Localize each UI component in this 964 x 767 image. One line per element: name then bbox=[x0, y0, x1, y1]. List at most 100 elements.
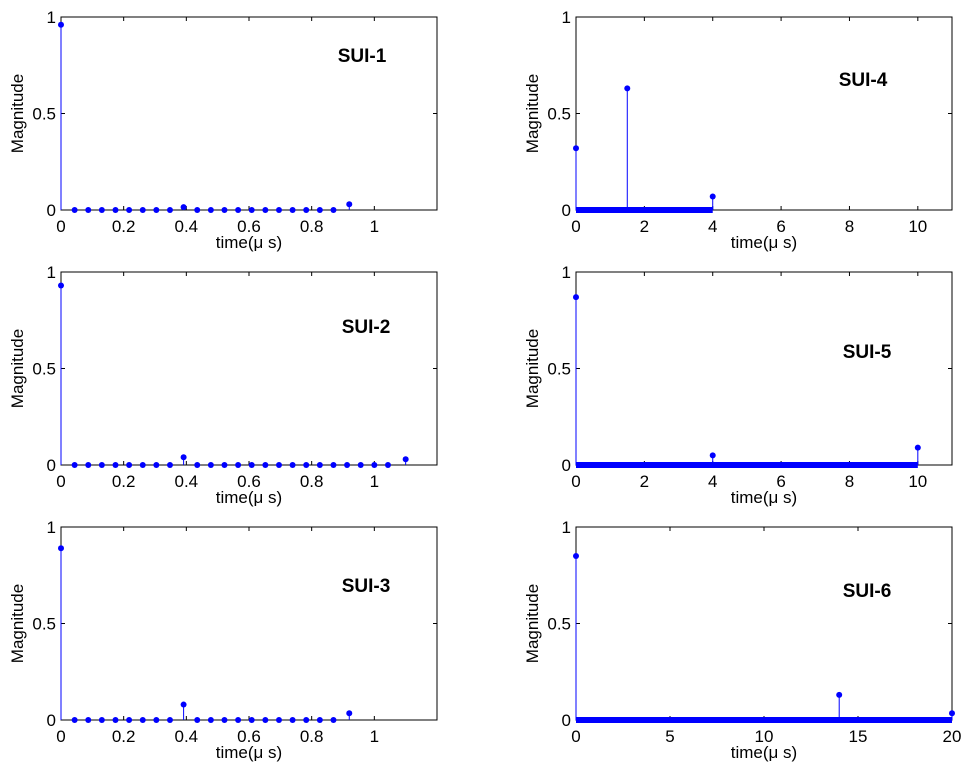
y-tick-label: 1 bbox=[562, 8, 571, 27]
stem-marker bbox=[289, 462, 296, 468]
stem-marker bbox=[275, 717, 282, 723]
x-axis-label: time(μ s) bbox=[731, 743, 797, 762]
stem-marker bbox=[346, 201, 353, 208]
stem-marker bbox=[344, 462, 351, 468]
stem-marker bbox=[262, 717, 269, 723]
stem-marker bbox=[71, 462, 78, 468]
stem-marker bbox=[573, 552, 579, 559]
stem-marker bbox=[709, 193, 716, 200]
x-axis-label: time(μ s) bbox=[216, 233, 282, 252]
stem-marker bbox=[303, 717, 310, 723]
x-tick-label: 10 bbox=[908, 472, 927, 491]
y-tick-label: 0 bbox=[47, 711, 56, 730]
axes-box bbox=[575, 16, 953, 211]
stem-marker bbox=[357, 462, 364, 468]
stem-marker bbox=[166, 717, 173, 723]
y-tick-label: 0 bbox=[562, 456, 571, 475]
x-tick-label: 0.4 bbox=[175, 217, 199, 236]
y-tick-label: 0 bbox=[562, 711, 571, 730]
stem-marker bbox=[303, 207, 310, 213]
x-tick-label: 0.8 bbox=[300, 472, 324, 491]
y-tick-label: 0 bbox=[47, 456, 56, 475]
panel-sui-1: 0 0.2 0.4 0.6 0.8 1 0 0.5 1 time(μ s) Magnitude SUI… bbox=[8, 8, 438, 252]
stem-marker bbox=[139, 717, 146, 723]
y-axis-label: Magnitude bbox=[8, 329, 27, 408]
x-tick-label: 0.8 bbox=[300, 727, 324, 746]
y-tick-label: 0.5 bbox=[32, 360, 56, 379]
x-tick-label: 6 bbox=[776, 472, 785, 491]
stem-marker bbox=[126, 207, 133, 213]
x-tick-label: 0 bbox=[571, 727, 580, 746]
stem-marker bbox=[180, 204, 187, 211]
y-tick-label: 0 bbox=[562, 201, 571, 220]
x-tick-label: 0.2 bbox=[112, 472, 136, 491]
panel-title: SUI-3 bbox=[342, 576, 391, 597]
panel-title: SUI-1 bbox=[338, 46, 387, 67]
panel-sui-6: 0 5 10 15 20 0 0.5 1 time(μ s) Magnitude SUI-6 bbox=[523, 518, 961, 762]
x-tick-label: 0.4 bbox=[175, 472, 199, 491]
stem-marker bbox=[235, 207, 242, 213]
y-tick-label: 1 bbox=[562, 518, 571, 537]
stem-marker bbox=[194, 207, 201, 213]
x-tick-label: 5 bbox=[665, 727, 674, 746]
x-tick-label: 0 bbox=[571, 217, 580, 236]
stem-marker bbox=[58, 545, 64, 552]
stem-marker bbox=[207, 717, 214, 723]
stem-marker bbox=[58, 21, 64, 28]
x-tick-label: 0.2 bbox=[112, 727, 136, 746]
x-tick-label: 0 bbox=[56, 727, 65, 746]
panel-sui-3: 0 0.2 0.4 0.6 0.8 1 0 0.5 1 time(μ s) Magnitude SUI… bbox=[8, 518, 438, 762]
stem-marker bbox=[153, 717, 160, 723]
stem-marker bbox=[914, 444, 921, 451]
x-tick-label: 4 bbox=[708, 217, 717, 236]
stem-marker bbox=[248, 462, 255, 468]
stem-marker bbox=[221, 207, 228, 213]
stem-marker bbox=[316, 207, 323, 213]
x-axis-label: time(μ s) bbox=[731, 233, 797, 252]
stem-marker bbox=[709, 452, 716, 459]
stem-marker bbox=[289, 717, 296, 723]
stem-marker bbox=[194, 717, 201, 723]
panel-sui-5: 0 2 4 6 8 10 0 0.5 1 time(μ s) Magnitude SUI-5 bbox=[523, 263, 953, 507]
x-tick-label: 0.6 bbox=[237, 217, 261, 236]
stem-marker bbox=[85, 717, 92, 723]
stem-marker bbox=[98, 462, 105, 468]
y-tick-label: 1 bbox=[47, 263, 56, 282]
y-axis-label: Magnitude bbox=[8, 74, 27, 153]
stem-marker bbox=[275, 462, 282, 468]
x-tick-label: 0.6 bbox=[237, 472, 261, 491]
x-tick-label: 8 bbox=[845, 217, 854, 236]
x-tick-label: 0.6 bbox=[237, 727, 261, 746]
stem-marker bbox=[98, 717, 105, 723]
x-tick-label: 0.4 bbox=[175, 727, 199, 746]
x-tick-label: 10 bbox=[908, 217, 927, 236]
panel-title: SUI-4 bbox=[839, 70, 888, 91]
stem-marker bbox=[346, 710, 353, 717]
y-tick-label: 0 bbox=[47, 201, 56, 220]
y-axis-label: Magnitude bbox=[8, 584, 27, 663]
stem-marker bbox=[248, 717, 255, 723]
x-tick-label: 1 bbox=[370, 472, 379, 491]
x-tick-label: 20 bbox=[943, 727, 962, 746]
stem-marker bbox=[71, 207, 78, 213]
x-tick-label: 4 bbox=[708, 472, 717, 491]
stem-marker bbox=[330, 207, 337, 213]
stem-marker bbox=[836, 691, 843, 698]
y-tick-label: 1 bbox=[562, 263, 571, 282]
y-tick-label: 0.5 bbox=[547, 615, 571, 634]
stem-marker bbox=[194, 462, 201, 468]
stem-marker bbox=[112, 717, 119, 723]
stem-marker bbox=[330, 462, 337, 468]
stem-marker bbox=[221, 717, 228, 723]
x-tick-label: 2 bbox=[640, 217, 649, 236]
stem-marker bbox=[275, 207, 282, 213]
y-axis-label: Magnitude bbox=[523, 329, 542, 408]
stem-marker bbox=[166, 462, 173, 468]
x-tick-label: 0 bbox=[56, 472, 65, 491]
stem-marker bbox=[330, 717, 337, 723]
panel-sui-2: 0 0.2 0.4 0.6 0.8 1 0 0.5 1 time(μ s) Magnitude SUI… bbox=[8, 263, 438, 507]
panel-title: SUI-6 bbox=[843, 581, 892, 602]
stem-marker bbox=[153, 207, 160, 213]
stem-marker bbox=[235, 717, 242, 723]
